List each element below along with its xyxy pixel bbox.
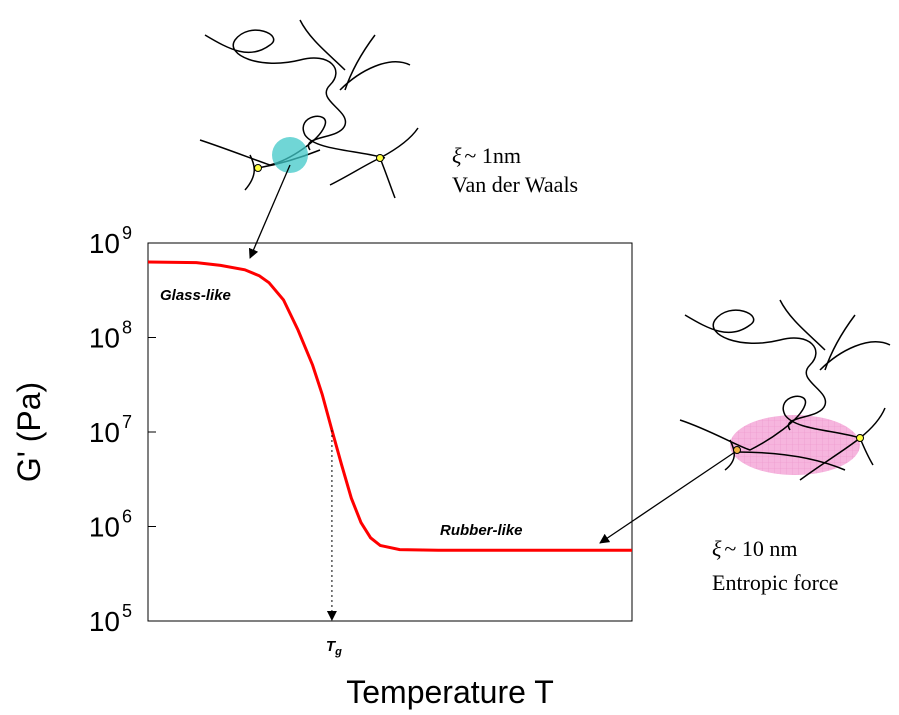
y-tick-exponent: 6: [122, 507, 132, 527]
y-tick-label: 10: [89, 606, 120, 637]
force-label: Entropic force: [712, 570, 838, 595]
y-tick-label: 10: [89, 417, 120, 448]
x-axis-label: Temperature T: [346, 674, 554, 710]
tick-base: 10: [89, 606, 120, 637]
size: ~ 10 nm: [724, 536, 797, 561]
y-tick-exponent: 7: [122, 412, 132, 432]
region-label: Rubber-like: [440, 522, 523, 539]
y-tick-exponent: 9: [122, 223, 132, 243]
scale-label: ξ ~ 1nm: [452, 143, 521, 168]
tick-base: 10: [89, 512, 120, 543]
xi: ξ: [712, 536, 722, 561]
scale-label: ξ ~ 10 nm: [712, 536, 797, 561]
tg-sub: g: [334, 646, 342, 658]
y-tick-label: 10: [89, 228, 120, 259]
y-tick-label: 10: [89, 323, 120, 354]
y-tick-label: 10: [89, 512, 120, 543]
tick-base: 10: [89, 323, 120, 354]
rubber-sketch: [599, 299, 891, 544]
tick-base: 10: [89, 228, 120, 259]
y-axis-label: G' (Pa): [11, 382, 47, 482]
y-tick-exponent: 8: [122, 318, 132, 338]
region-label: Glass-like: [160, 287, 231, 304]
force-label: Van der Waals: [452, 172, 578, 197]
tick-base: 10: [89, 417, 120, 448]
tg-label: Tg: [326, 638, 342, 658]
glass-sketch: [199, 19, 419, 259]
xi: ξ: [452, 143, 462, 168]
size: ~ 1nm: [464, 143, 521, 168]
tg-main: T: [326, 638, 337, 655]
line: [147, 260, 632, 552]
y-tick-exponent: 5: [122, 601, 132, 621]
